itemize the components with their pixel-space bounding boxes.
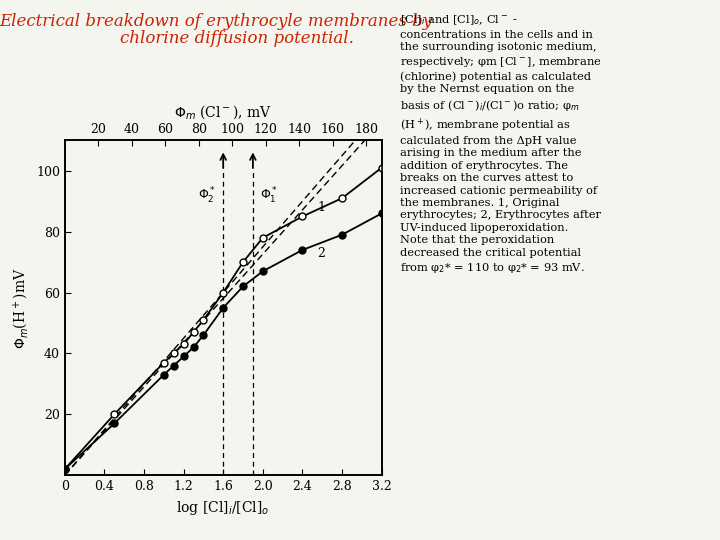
Y-axis label: $\Phi_m$(H$^+$)mV: $\Phi_m$(H$^+$)mV <box>12 267 30 349</box>
X-axis label: log [Cl]$_i$/[Cl]$_o$: log [Cl]$_i$/[Cl]$_o$ <box>176 498 270 517</box>
Text: Electrical breakdown of erythrocyle membranes by: Electrical breakdown of erythrocyle memb… <box>0 14 433 30</box>
X-axis label: $\Phi_m$ (Cl$^-$), mV: $\Phi_m$ (Cl$^-$), mV <box>174 104 272 122</box>
Text: chlorine diffusion potential.: chlorine diffusion potential. <box>78 30 354 46</box>
Text: $\Phi^*_2$: $\Phi^*_2$ <box>199 186 216 206</box>
Text: 1: 1 <box>318 201 325 214</box>
Text: $\Phi^*_1$: $\Phi^*_1$ <box>260 186 278 206</box>
Text: [Cl]$_i$ and [Cl]$_o$, Cl$^-$ -
concentrations in the cells and in
the surroundi: [Cl]$_i$ and [Cl]$_o$, Cl$^-$ - concentr… <box>400 14 601 275</box>
Text: 2: 2 <box>318 247 325 260</box>
